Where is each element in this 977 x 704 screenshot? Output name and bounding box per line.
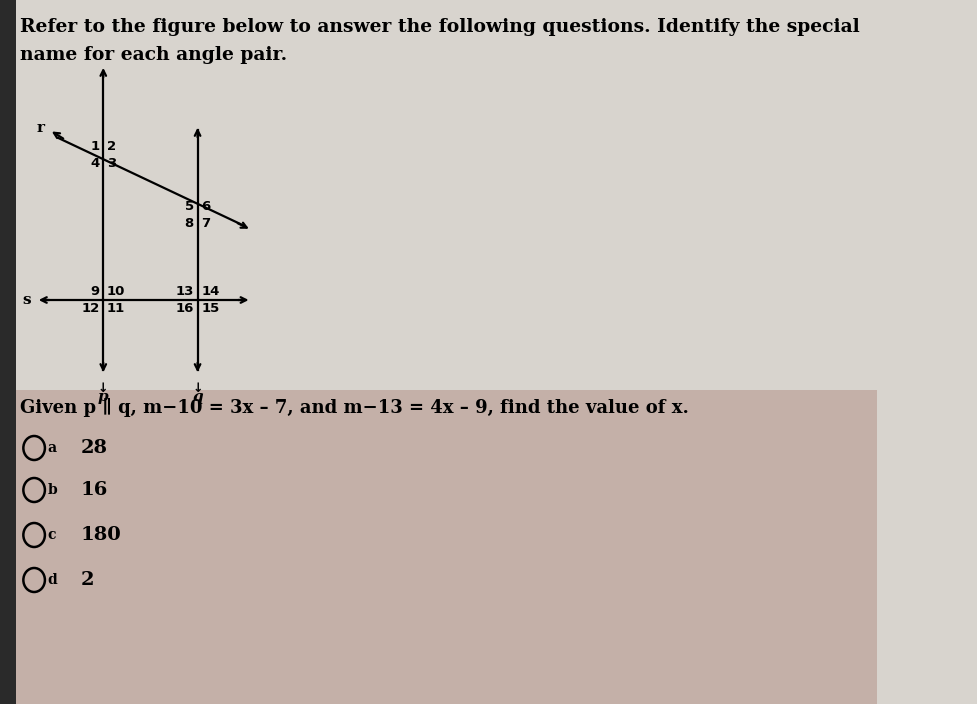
Text: p: p: [98, 390, 108, 404]
Text: 1: 1: [91, 140, 100, 153]
Text: Refer to the figure below to answer the following questions. Identify the specia: Refer to the figure below to answer the …: [20, 18, 860, 36]
Text: 16: 16: [176, 302, 194, 315]
Text: 10: 10: [106, 285, 125, 298]
Text: 2: 2: [106, 140, 116, 153]
Text: s: s: [22, 293, 31, 307]
FancyBboxPatch shape: [0, 390, 877, 704]
Text: 13: 13: [176, 285, 194, 298]
Text: 5: 5: [185, 200, 194, 213]
Text: 28: 28: [81, 439, 107, 457]
Text: 4: 4: [91, 157, 100, 170]
Text: c: c: [48, 528, 56, 542]
Text: name for each angle pair.: name for each angle pair.: [20, 46, 287, 64]
Text: 12: 12: [81, 302, 100, 315]
Text: 3: 3: [106, 157, 116, 170]
Text: a: a: [48, 441, 57, 455]
Text: 9: 9: [91, 285, 100, 298]
Text: 180: 180: [81, 526, 121, 544]
Text: ↓: ↓: [192, 382, 203, 395]
Text: 2: 2: [81, 571, 95, 589]
Text: 16: 16: [81, 481, 108, 499]
Text: 7: 7: [201, 217, 210, 230]
Text: ↓: ↓: [98, 382, 108, 395]
Text: 6: 6: [201, 200, 210, 213]
Text: b: b: [48, 483, 58, 497]
FancyBboxPatch shape: [0, 0, 17, 704]
Text: 8: 8: [185, 217, 194, 230]
Text: 11: 11: [106, 302, 125, 315]
Text: r: r: [37, 121, 45, 135]
Text: d: d: [48, 573, 58, 587]
Text: 15: 15: [201, 302, 220, 315]
Text: Given p ∥ q, m−10 = 3x – 7, and m−13 = 4x – 9, find the value of x.: Given p ∥ q, m−10 = 3x – 7, and m−13 = 4…: [20, 398, 689, 417]
Text: 14: 14: [201, 285, 220, 298]
Text: q: q: [192, 390, 203, 404]
FancyBboxPatch shape: [0, 0, 877, 704]
